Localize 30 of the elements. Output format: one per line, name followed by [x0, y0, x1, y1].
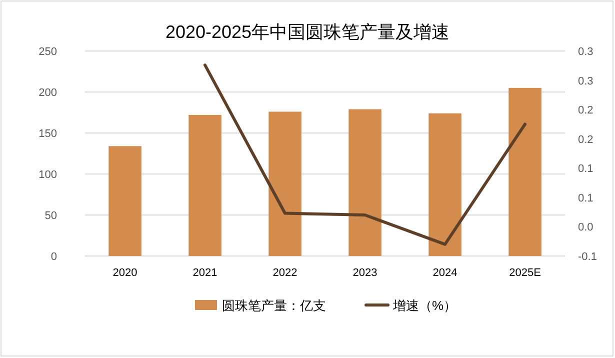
y-tick-label: 50: [44, 210, 57, 222]
y2-tick-label: 0.1: [578, 163, 594, 176]
y2-tick-label: 0.2: [578, 134, 594, 146]
x-tick-label: 2025E: [509, 267, 541, 279]
x-tick-label: 2024: [432, 267, 458, 279]
x-tick-label: 2022: [272, 267, 298, 279]
line-series: [204, 64, 526, 246]
y2-tick-label: 0.0: [578, 222, 594, 234]
bar: [428, 113, 462, 256]
y2-tick-label: 0.3: [578, 75, 594, 88]
chart-title: 2020-2025年中国圆珠笔产量及增速: [165, 22, 450, 42]
y-tick-label: 100: [38, 169, 57, 181]
bar: [108, 146, 142, 256]
y2-tick-label: -0.1: [578, 251, 597, 263]
bar: [188, 114, 222, 256]
y-tick-label: 250: [38, 46, 57, 58]
y2-tick-label: 0.3: [578, 46, 594, 58]
y2-tick-label: 0.1: [578, 192, 594, 204]
bar: [268, 112, 302, 256]
legend-label: 圆珠笔产量：亿支: [222, 298, 326, 313]
y-tick-label: 0: [50, 251, 57, 263]
y-tick-label: 150: [38, 128, 57, 140]
x-tick-label: 2021: [192, 267, 218, 279]
bar: [508, 88, 542, 256]
y2-tick-label: 0.2: [578, 104, 594, 117]
y-tick-label: 200: [38, 87, 57, 99]
bar: [348, 109, 382, 256]
x-tick-label: 2020: [112, 267, 138, 279]
x-tick-label: 2023: [352, 267, 378, 279]
legend-label: 增速（%）: [392, 298, 457, 313]
